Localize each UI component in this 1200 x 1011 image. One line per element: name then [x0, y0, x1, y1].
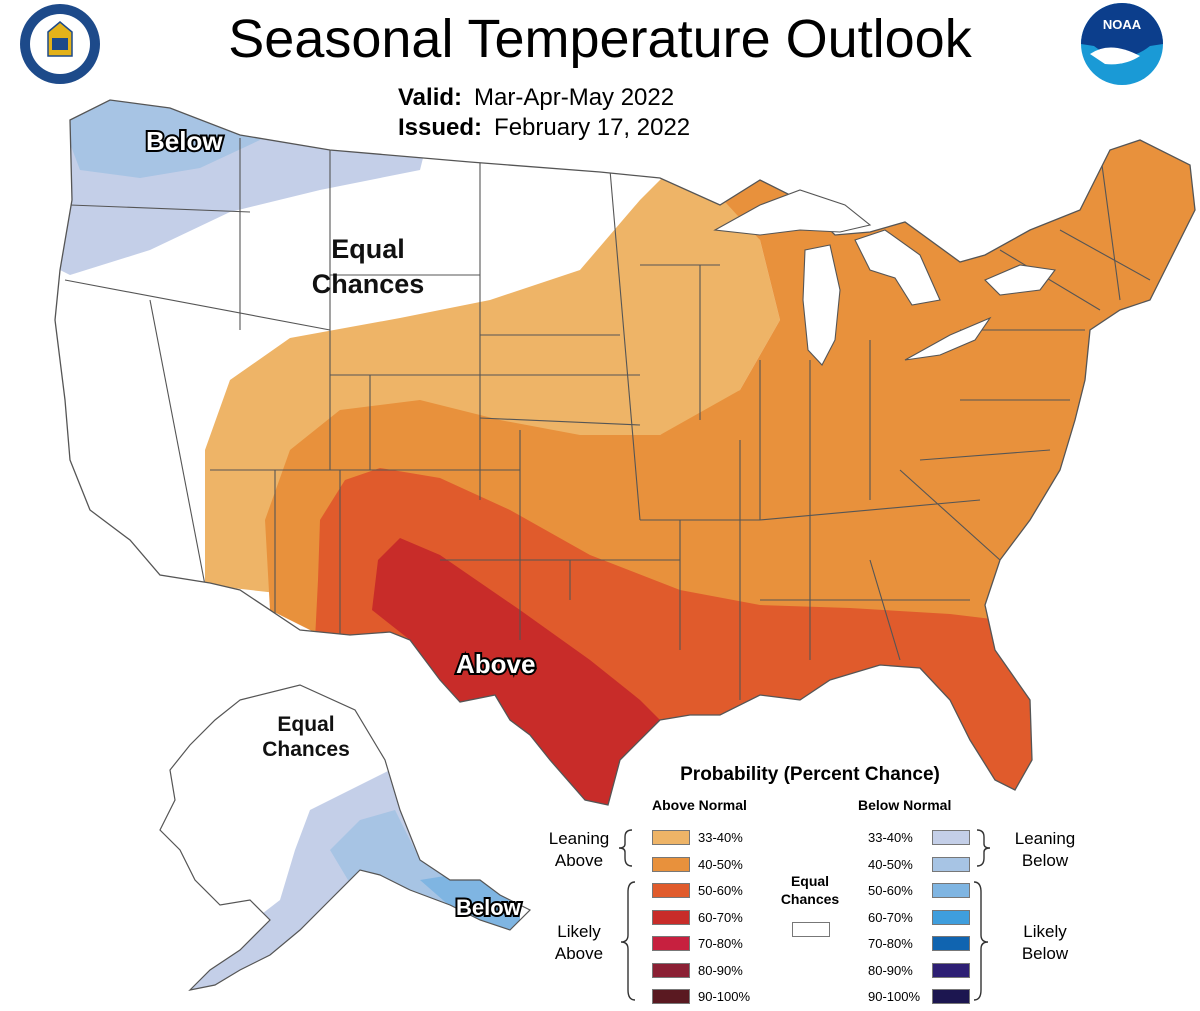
legend-braces	[618, 829, 991, 1001]
page-title: Seasonal Temperature Outlook	[228, 9, 972, 69]
legend-range-below-3: 50-60%	[868, 883, 913, 898]
legend-range-below-1: 33-40%	[868, 830, 913, 845]
noaa-logo-text: NOAA	[1103, 17, 1142, 32]
legend-range-above-1: 33-40%	[698, 830, 743, 845]
valid-label: Valid:	[398, 84, 463, 111]
legend-range-above-7: 90-100%	[698, 989, 751, 1004]
label-below-northwest: Below	[146, 126, 223, 156]
legend-range-above-6: 80-90%	[698, 962, 743, 978]
legend-swatch-above-5	[652, 936, 690, 951]
legend-likely-above: Likely Above	[554, 922, 604, 963]
legend-range-below-6: 80-90%	[868, 962, 913, 978]
doc-seal-logo	[20, 4, 100, 84]
legend-range-below-5: 70-80%	[868, 936, 913, 951]
legend-swatch-above-6	[652, 962, 690, 978]
legend-swatch-above-4	[652, 909, 690, 925]
legend-range-above-2: 40-50%	[698, 856, 743, 872]
legend-range-below-2: 40-50%	[868, 856, 913, 872]
legend-below-header: Below Normal	[858, 797, 952, 813]
valid-value: Mar-Apr-May 2022	[474, 84, 675, 111]
legend-swatch-below-6	[932, 962, 970, 978]
legend-swatch-above-3	[652, 883, 690, 898]
legend-likely-below: Likely Below	[1021, 922, 1069, 963]
legend-leaning-above: Leaning Above	[548, 829, 610, 870]
legend-leaning-below: Leaning Below	[1014, 829, 1076, 870]
state-borders	[64, 138, 1151, 700]
legend-swatch-below-5	[932, 936, 970, 951]
great-lakes	[713, 189, 1056, 366]
legend-above-header: Above Normal	[652, 797, 747, 813]
valid-line: Valid: Mar-Apr-May 2022	[398, 84, 674, 112]
legend-swatch-below-1	[932, 830, 970, 845]
legend-swatch-below-7	[932, 989, 970, 1004]
issued-value: February 17, 2022	[494, 114, 691, 141]
legend-swatch-above-1	[652, 830, 690, 845]
legend-title: Probability (Percent Chance)	[680, 764, 940, 785]
label-equal-chances-west-line1: Equal	[331, 234, 405, 264]
legend-swatch-below-4	[932, 909, 970, 925]
legend-swatch-equal-chances	[792, 922, 830, 937]
label-equal-chances-ak-line2: Chances	[262, 738, 350, 761]
legend-swatch-below-2	[932, 856, 970, 872]
label-below-alaska: Below	[456, 895, 522, 920]
label-above-south: Above	[456, 649, 535, 679]
label-equal-chances-ak-line1: Equal	[277, 713, 334, 736]
label-equal-chances-west-line2: Chances	[312, 269, 425, 299]
legend-range-above-3: 50-60%	[698, 883, 743, 898]
issued-label: Issued:	[398, 114, 483, 141]
issued-line: Issued: February 17, 2022	[398, 114, 690, 142]
legend-swatch-above-2	[652, 856, 690, 872]
legend-range-below-7: 90-100%	[868, 989, 921, 1004]
legend-range-above-4: 60-70%	[698, 909, 743, 925]
legend-swatch-above-7	[652, 989, 690, 1004]
legend-range-below-4: 60-70%	[868, 909, 913, 925]
noaa-logo	[1081, 3, 1163, 85]
legend-equal-chances: Equal Chances	[780, 873, 840, 907]
legend-range-above-5: 70-80%	[698, 936, 743, 951]
legend-swatch-below-3	[932, 883, 970, 898]
